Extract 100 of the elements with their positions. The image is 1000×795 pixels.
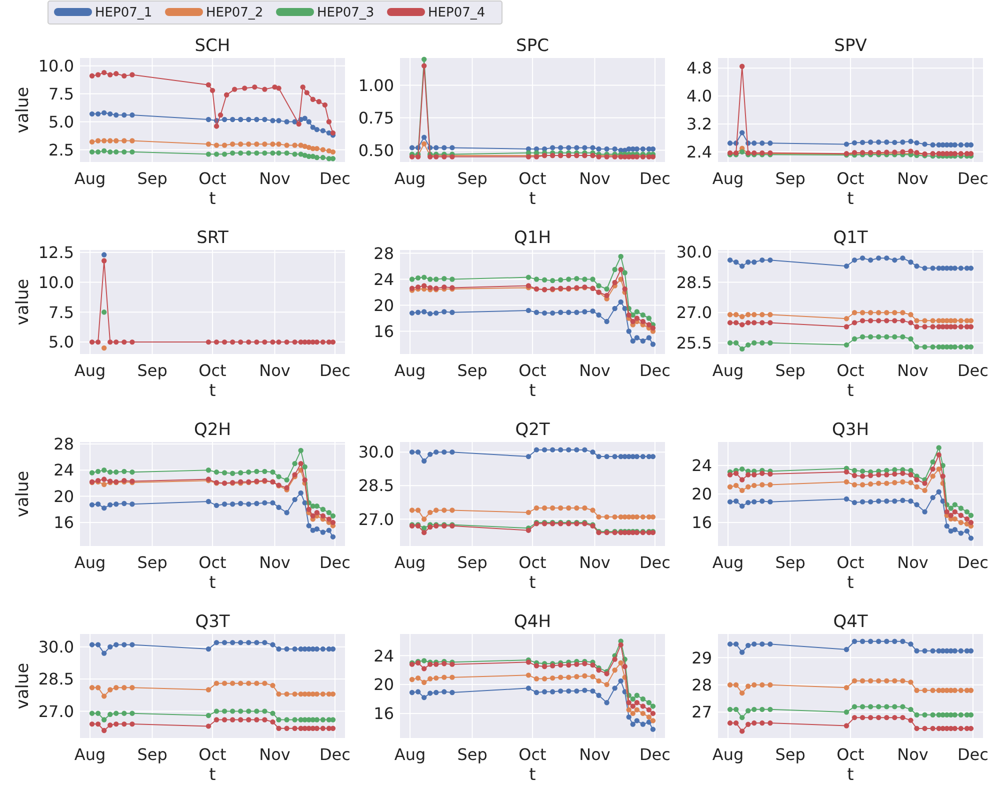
point xyxy=(320,339,326,345)
chart-title: Q4T xyxy=(833,612,868,632)
point xyxy=(618,299,624,305)
point xyxy=(428,276,433,282)
point xyxy=(958,324,964,330)
point xyxy=(108,502,113,508)
point xyxy=(604,286,610,292)
y-tick-label: 28.5 xyxy=(358,476,394,496)
point xyxy=(270,118,276,124)
point xyxy=(630,722,636,727)
point xyxy=(752,682,757,688)
point xyxy=(526,672,532,678)
point xyxy=(860,482,866,488)
point xyxy=(89,111,95,117)
point xyxy=(650,726,656,732)
point xyxy=(450,276,455,282)
point xyxy=(246,339,252,345)
point xyxy=(306,523,312,528)
x-tick-label: Nov xyxy=(579,553,610,572)
point xyxy=(860,638,866,644)
point xyxy=(739,466,745,472)
point xyxy=(876,480,882,486)
point xyxy=(534,676,540,682)
point xyxy=(952,726,958,732)
point xyxy=(868,310,874,316)
point xyxy=(254,150,260,156)
point xyxy=(214,680,220,686)
point xyxy=(101,110,107,116)
point xyxy=(852,704,858,710)
point xyxy=(908,718,914,723)
point xyxy=(968,520,974,526)
point xyxy=(130,112,135,118)
point xyxy=(326,119,332,124)
point xyxy=(292,646,298,652)
point xyxy=(727,312,733,318)
point xyxy=(739,714,745,720)
point xyxy=(108,644,113,650)
point xyxy=(908,641,914,647)
point xyxy=(421,666,427,672)
point xyxy=(314,717,320,722)
point xyxy=(634,146,640,152)
point xyxy=(900,479,906,484)
point xyxy=(914,264,920,269)
point xyxy=(542,664,548,670)
point xyxy=(958,688,964,693)
point xyxy=(550,689,556,694)
point xyxy=(760,682,765,688)
point xyxy=(868,704,874,710)
y-tick-label: 24 xyxy=(374,646,394,666)
point xyxy=(739,477,745,482)
point xyxy=(746,722,751,727)
x-tick-label: Oct xyxy=(198,553,226,572)
point xyxy=(298,460,304,466)
point xyxy=(908,260,914,265)
point xyxy=(746,484,751,490)
point xyxy=(590,508,596,513)
point xyxy=(746,684,751,689)
point xyxy=(276,142,282,147)
point xyxy=(262,717,268,722)
point xyxy=(89,339,95,345)
point xyxy=(892,480,898,486)
point xyxy=(550,145,556,150)
point xyxy=(262,116,268,122)
point xyxy=(222,680,228,686)
point xyxy=(114,149,119,155)
point xyxy=(582,673,588,678)
point xyxy=(634,316,640,321)
point xyxy=(421,141,427,146)
point xyxy=(852,482,858,488)
point xyxy=(646,714,652,720)
point xyxy=(868,481,874,487)
point xyxy=(284,510,290,516)
point xyxy=(746,312,751,318)
x-axis-title: t xyxy=(847,189,854,209)
point xyxy=(746,708,751,714)
point xyxy=(914,484,920,490)
y-tick-label: 28.5 xyxy=(38,670,74,689)
x-axis-title: t xyxy=(529,573,536,593)
point xyxy=(292,717,298,722)
point xyxy=(590,674,596,680)
point xyxy=(892,638,898,644)
point xyxy=(122,642,127,648)
point xyxy=(892,258,898,263)
x-tick-label: Oct xyxy=(198,169,226,188)
x-tick-label: Nov xyxy=(259,361,290,380)
point xyxy=(868,714,874,720)
point xyxy=(948,512,954,518)
point xyxy=(914,726,920,732)
point xyxy=(852,714,858,720)
point xyxy=(952,712,958,718)
point xyxy=(768,340,773,346)
point xyxy=(908,138,914,144)
point xyxy=(284,119,290,124)
point xyxy=(238,339,244,345)
point xyxy=(640,454,646,460)
point xyxy=(908,336,914,342)
point xyxy=(844,685,850,690)
point xyxy=(130,642,135,648)
point xyxy=(558,674,564,680)
point xyxy=(89,721,95,727)
